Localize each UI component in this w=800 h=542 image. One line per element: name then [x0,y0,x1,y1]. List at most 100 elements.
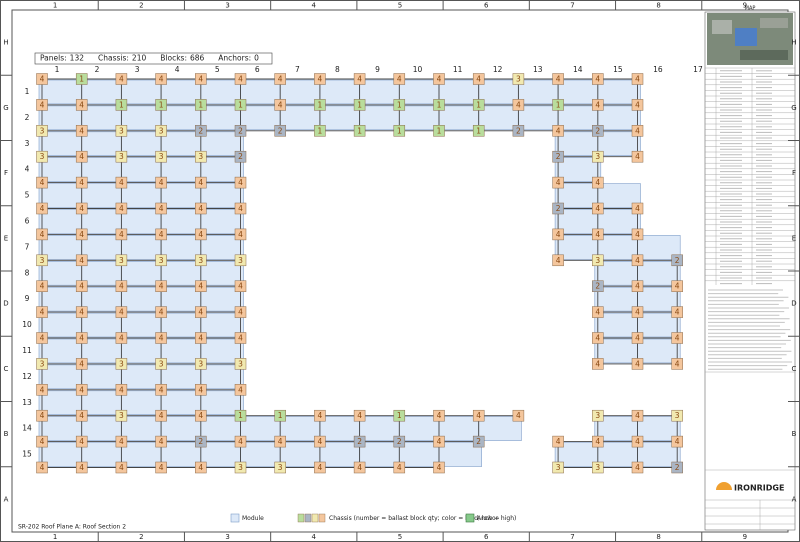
chassis [631,435,644,448]
module [240,105,281,131]
summary-label: Anchors: [218,54,251,63]
chassis-qty: 4 [198,385,203,394]
chassis-qty: 4 [318,75,323,84]
chassis-qty: 4 [198,411,203,420]
chassis-qty: 4 [119,282,124,291]
chassis-qty: 4 [159,282,164,291]
chassis-qty: 4 [159,334,164,343]
chassis [552,176,564,189]
chassis [234,73,247,85]
module [160,209,202,234]
module [121,235,162,260]
chassis-qty: 4 [675,359,680,368]
module [160,79,202,105]
chassis-qty: 4 [357,75,362,84]
module [438,79,480,105]
chassis-qty: 4 [238,334,243,343]
row-label: 11 [22,346,32,355]
chassis [36,409,48,422]
chassis [592,202,604,215]
chassis-qty: 4 [198,204,203,213]
chassis [155,461,167,474]
chassis [195,280,207,292]
chassis-qty: 3 [238,256,243,265]
chassis-qty: 4 [476,75,481,84]
chassis [195,99,207,111]
legend-module-swatch [230,513,240,523]
chassis-qty: 4 [40,437,45,446]
chassis-qty: 1 [476,126,481,135]
chassis-qty: 1 [357,100,362,109]
chassis [552,254,564,267]
module [160,312,202,338]
chassis-qty: 4 [198,308,203,317]
module [81,260,122,286]
chassis [195,358,207,370]
chassis-qty: 4 [238,282,243,291]
module [398,79,440,105]
chassis-qty: 3 [595,152,600,161]
caption: SR-202 Roof Plane A: Roof Section 2 [18,524,126,531]
chassis [155,202,167,215]
chassis-qty: 2 [238,152,243,161]
border-column: 1 [53,2,57,10]
legend-module: Module [242,515,264,522]
module [160,442,202,467]
chassis [552,150,564,163]
chassis-qty: 4 [635,204,640,213]
module [81,312,122,338]
module [121,416,162,441]
chassis [75,332,88,344]
module [121,157,162,182]
chassis [592,461,604,474]
chassis-qty: 4 [516,100,521,109]
module [160,416,202,441]
chassis-qty: 1 [238,100,243,109]
chassis-qty: 4 [635,308,640,317]
chassis-qty: 4 [635,75,640,84]
chassis-qty: 4 [675,437,680,446]
chassis-qty: 4 [79,308,84,317]
module [81,105,122,131]
border-row: B [4,430,9,438]
module [81,390,122,415]
chassis [75,125,88,137]
chassis [75,280,88,292]
chassis-qty: 4 [595,178,600,187]
module [121,338,162,364]
chassis [472,125,485,137]
chassis-qty: 4 [635,437,640,446]
module [200,105,241,131]
chassis-qty: 1 [318,126,323,135]
border-row: D [3,300,8,308]
module [359,79,400,105]
chassis [631,228,644,241]
module [160,390,202,415]
module [518,105,559,131]
chassis [314,409,326,422]
chassis-qty: 4 [595,308,600,317]
chassis-qty: 4 [556,75,561,84]
module [597,235,638,260]
chassis-qty: 3 [159,256,164,265]
chassis-qty: 4 [79,359,84,368]
chassis [36,384,48,396]
chassis-qty: 4 [119,334,124,343]
chassis-qty: 4 [437,411,442,420]
chassis-qty: 4 [437,463,442,472]
chassis-qty: 3 [516,75,521,84]
chassis [671,306,683,318]
chassis [314,435,326,448]
chassis-qty: 3 [40,359,45,368]
chassis-qty: 1 [437,126,442,135]
chassis-qty: 4 [119,385,124,394]
chassis-qty: 1 [238,411,243,420]
chassis-qty: 4 [119,463,124,472]
chassis-qty: 1 [159,100,164,109]
chassis [75,73,88,85]
brand-logo: IRONRIDGE [716,482,784,493]
border-column: 5 [398,2,402,10]
module [438,416,480,441]
border-column: 1 [53,533,57,541]
module [597,442,638,467]
